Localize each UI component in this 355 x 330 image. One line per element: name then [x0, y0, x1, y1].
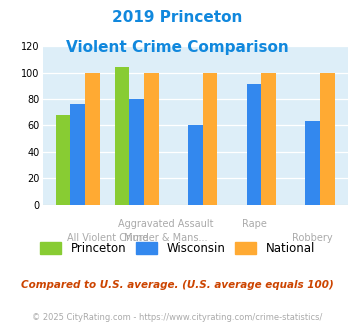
Bar: [115, 67, 129, 205]
Text: Compared to U.S. average. (U.S. average equals 100): Compared to U.S. average. (U.S. average …: [21, 280, 334, 290]
Text: © 2025 CityRating.com - https://www.cityrating.com/crime-statistics/: © 2025 CityRating.com - https://www.city…: [32, 314, 323, 322]
Text: Rape: Rape: [241, 219, 266, 229]
Bar: [261, 73, 276, 205]
Bar: [56, 115, 71, 205]
Text: Robbery: Robbery: [293, 233, 333, 243]
Bar: [305, 121, 320, 205]
Bar: [320, 73, 335, 205]
Bar: [188, 125, 203, 205]
Text: All Violent Crime: All Violent Crime: [66, 233, 148, 243]
Text: Aggravated Assault: Aggravated Assault: [118, 219, 214, 229]
Bar: [144, 73, 159, 205]
Text: 2019 Princeton: 2019 Princeton: [112, 10, 243, 25]
Bar: [129, 99, 144, 205]
Bar: [203, 73, 217, 205]
Bar: [85, 73, 100, 205]
Text: Murder & Mans...: Murder & Mans...: [124, 233, 208, 243]
Bar: [71, 104, 85, 205]
Legend: Princeton, Wisconsin, National: Princeton, Wisconsin, National: [36, 237, 320, 259]
Bar: [247, 84, 261, 205]
Text: Violent Crime Comparison: Violent Crime Comparison: [66, 40, 289, 54]
